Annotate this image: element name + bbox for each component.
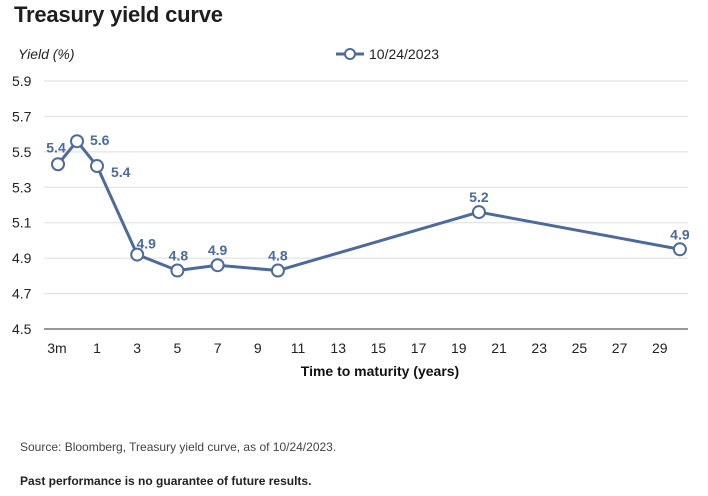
x-axis-label: Time to maturity (years) [301, 363, 459, 379]
chart-title: Treasury yield curve [14, 2, 223, 27]
x-tick-label: 7 [214, 340, 222, 356]
chart-plot: 4.54.74.95.15.35.55.75.93m 1 3 5 7 9 11 13 15 17 1… [12, 73, 690, 379]
x-tick-label: 21 [491, 340, 507, 356]
x-tick-label: 19 [451, 340, 467, 356]
data-point [170, 263, 185, 278]
data-label: 4.9 [136, 236, 156, 252]
y-tick-label: 4.7 [12, 286, 32, 302]
legend: 10/24/2023 [335, 46, 439, 62]
source-note: Source: Bloomberg, Treasury yield curve,… [20, 440, 337, 454]
data-point [51, 157, 65, 172]
y-axis-label: Yield (%) [18, 46, 75, 62]
disclaimer: Past performance is no guarantee of futu… [20, 474, 312, 488]
x-tick-label: 1 [93, 340, 101, 356]
x-tick-label: 27 [612, 340, 628, 356]
x-tick-label: 29 [652, 340, 668, 356]
x-tick-label: 17 [411, 340, 427, 356]
legend-marker [336, 48, 364, 60]
y-tick-label: 4.9 [12, 250, 32, 266]
y-tick-label: 5.9 [12, 73, 32, 89]
x-tick-label: 9 [254, 340, 262, 356]
data-label: 5.4 [46, 139, 66, 155]
x-tick-label: 3 [133, 340, 141, 356]
x-tick-label: 13 [330, 340, 346, 356]
x-tick-label: 25 [572, 340, 588, 356]
y-tick-label: 5.7 [12, 108, 32, 124]
data-point [270, 263, 285, 278]
data-label: 4.9 [670, 226, 690, 242]
data-point [90, 159, 104, 174]
data-point [471, 205, 486, 220]
data-label: 5.6 [90, 132, 110, 148]
data-label: 4.8 [268, 248, 288, 264]
legend-label: 10/24/2023 [369, 46, 440, 62]
x-tick-label: 15 [371, 340, 387, 356]
x-tick-label: 23 [531, 340, 547, 356]
data-point [70, 134, 84, 149]
data-label: 4.8 [169, 248, 189, 264]
y-tick-label: 5.3 [12, 179, 32, 195]
x-tick-label: 3m [47, 340, 66, 356]
x-tick-label: 11 [291, 340, 306, 356]
y-tick-label: 5.1 [12, 215, 32, 231]
data-point [130, 247, 145, 262]
y-tick-label: 5.5 [12, 144, 32, 160]
data-label: 5.2 [469, 189, 489, 205]
data-label: 4.9 [208, 242, 228, 258]
x-tick-label: 5 [174, 340, 182, 356]
data-point [210, 258, 225, 273]
data-label: 5.4 [111, 164, 131, 180]
data-point [672, 242, 687, 257]
y-tick-label: 4.5 [12, 321, 32, 337]
